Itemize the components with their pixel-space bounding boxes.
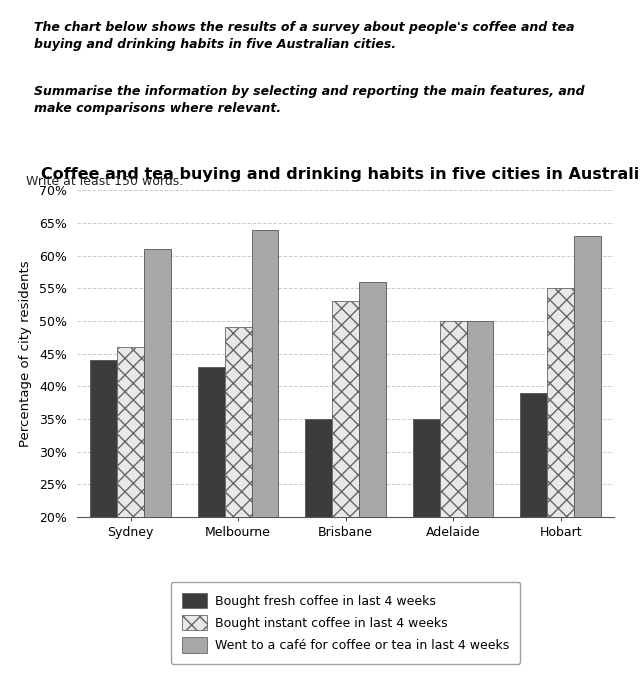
Bar — [467, 321, 493, 517]
Text: The chart below shows the results of a survey about people's coffee and tea
buyi: The chart below shows the results of a s… — [34, 21, 575, 51]
Bar — [413, 419, 440, 517]
Bar — [305, 419, 332, 517]
Bar — [90, 360, 117, 517]
Bar — [574, 236, 601, 517]
Bar — [332, 301, 359, 517]
Bar — [144, 249, 171, 517]
Title: Coffee and tea buying and drinking habits in five cities in Australia: Coffee and tea buying and drinking habit… — [41, 167, 640, 182]
Bar — [520, 393, 547, 517]
Bar — [252, 230, 278, 517]
Bar — [198, 367, 225, 517]
Text: Summarise the information by selecting and reporting the main features, and
make: Summarise the information by selecting a… — [34, 86, 585, 116]
Bar — [117, 347, 144, 517]
Y-axis label: Percentage of city residents: Percentage of city residents — [19, 260, 32, 447]
Bar — [359, 282, 386, 517]
Text: Write at least 150 words.: Write at least 150 words. — [26, 175, 183, 188]
Bar — [440, 321, 467, 517]
Legend: Bought fresh coffee in last 4 weeks, Bought instant coffee in last 4 weeks, Went: Bought fresh coffee in last 4 weeks, Bou… — [171, 582, 520, 664]
Bar — [547, 288, 574, 517]
Bar — [225, 328, 252, 517]
